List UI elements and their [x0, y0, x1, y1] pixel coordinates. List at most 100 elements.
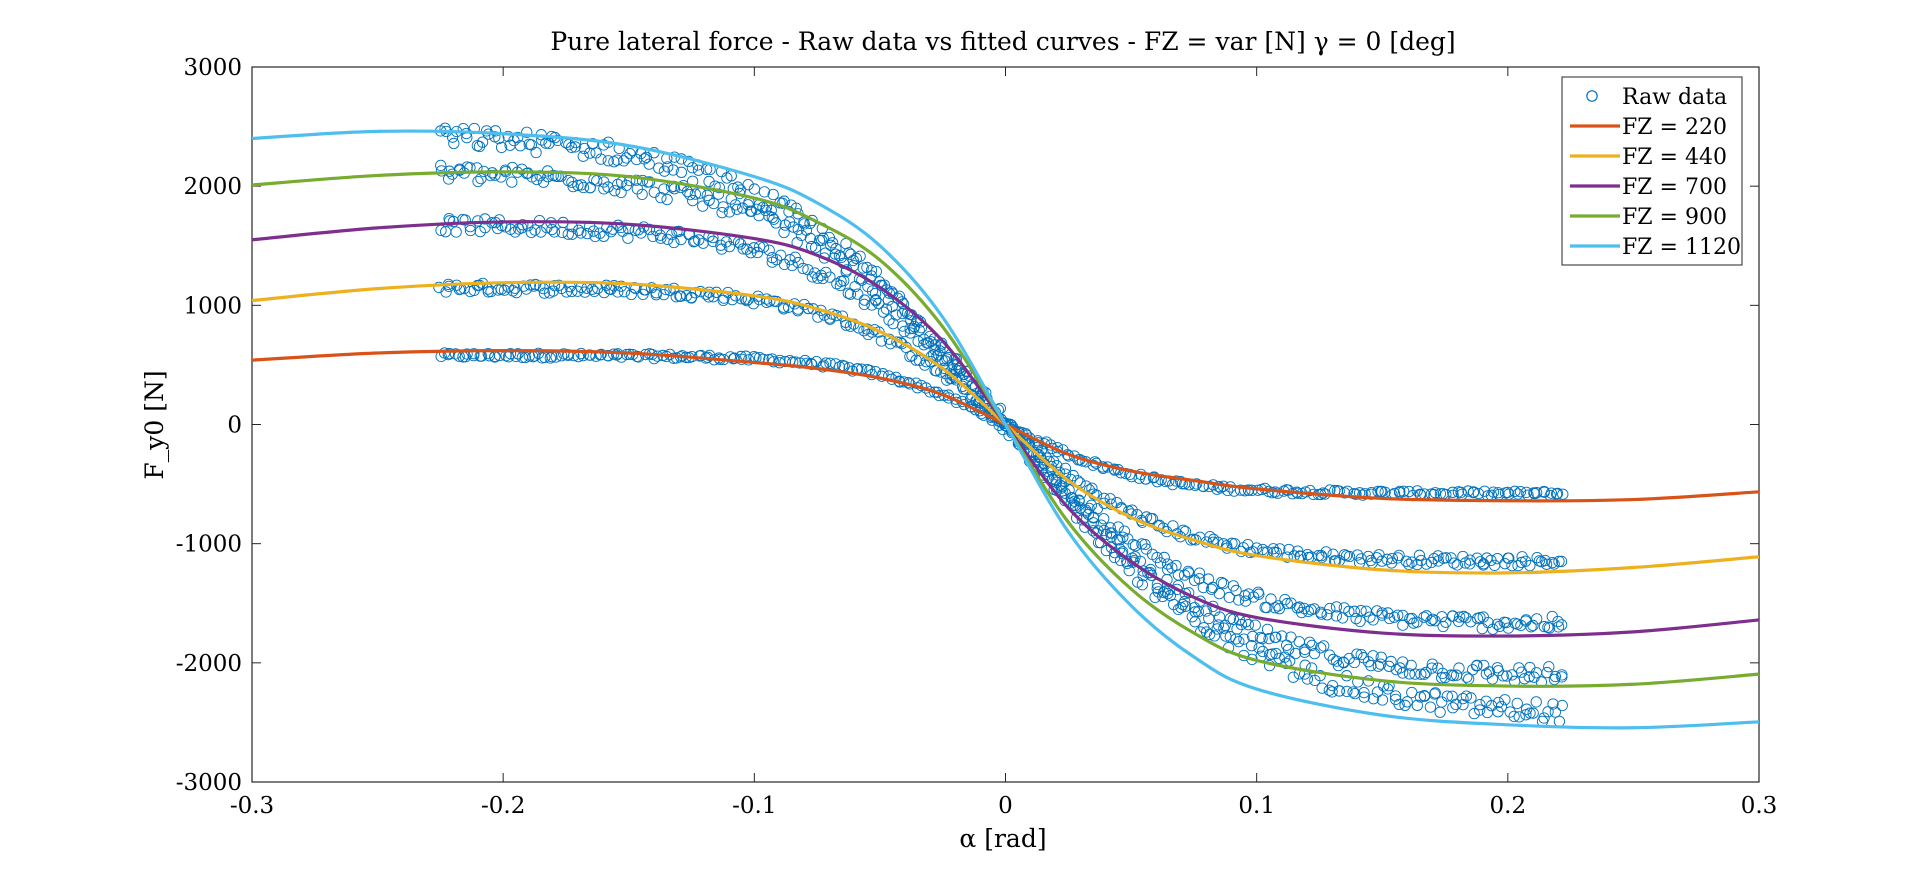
raw-data-point: [1549, 706, 1561, 718]
raw-data-point: [587, 225, 600, 237]
raw-data-point: [798, 218, 810, 230]
raw-data-point: [809, 242, 822, 254]
raw-data-point: [1487, 486, 1500, 498]
raw-data-point: [612, 286, 624, 298]
x-tick-label: 0.2: [1490, 793, 1527, 819]
raw-data-point: [689, 188, 702, 200]
raw-data-point: [1355, 649, 1367, 661]
raw-data-point: [566, 285, 578, 298]
raw-data-point: [1457, 550, 1469, 563]
raw-data-point: [777, 303, 790, 315]
raw-data-point: [883, 287, 896, 299]
raw-data-point: [1439, 671, 1451, 684]
raw-data-point: [1306, 662, 1318, 674]
raw-data-point: [1381, 553, 1393, 565]
raw-data-point: [1552, 615, 1564, 628]
raw-data-point: [1420, 558, 1433, 570]
raw-data-point: [743, 354, 755, 366]
raw-data-point: [1136, 579, 1148, 591]
x-axis-label: α [rad]: [959, 824, 1046, 853]
raw-data-point: [918, 339, 930, 351]
raw-data-point: [1127, 538, 1139, 551]
raw-data-point: [1306, 639, 1318, 652]
raw-data-point: [493, 214, 505, 226]
raw-data-point: [1267, 543, 1279, 555]
raw-data-point: [1467, 486, 1480, 499]
raw-data-point: [1313, 549, 1325, 562]
raw-data-point: [499, 164, 511, 176]
raw-data-point: [1492, 487, 1504, 499]
raw-data-point: [908, 320, 921, 333]
raw-data-point: [1403, 485, 1415, 498]
raw-data-point: [686, 162, 699, 174]
raw-data-point: [812, 311, 824, 323]
raw-data-point: [1504, 706, 1516, 718]
raw-data-point: [1314, 670, 1326, 682]
raw-data-point: [1367, 693, 1380, 705]
raw-data-point: [870, 265, 882, 278]
raw-data-point: [1383, 612, 1396, 625]
raw-data-point: [1555, 555, 1568, 568]
raw-data-point: [1234, 484, 1247, 496]
raw-data-point: [1031, 448, 1043, 461]
raw-data-point: [1365, 554, 1377, 567]
raw-data-point: [1261, 623, 1274, 636]
raw-data-point: [443, 280, 455, 293]
raw-data-point: [1069, 499, 1081, 512]
raw-data-point: [1509, 485, 1521, 497]
legend-box: [1561, 76, 1743, 266]
raw-data-point: [1465, 692, 1477, 704]
raw-data-point: [1514, 485, 1527, 498]
raw-data-point: [877, 306, 890, 318]
raw-data-point: [1386, 552, 1399, 565]
raw-data-point: [1374, 658, 1387, 670]
raw-data-point: [1468, 707, 1480, 720]
raw-data-point: [824, 271, 836, 283]
raw-data-point: [1354, 615, 1366, 628]
raw-data-point: [655, 232, 667, 244]
raw-data-point: [1371, 686, 1384, 698]
raw-data-point: [816, 234, 828, 247]
raw-data-point: [1499, 694, 1511, 706]
raw-data-point: [875, 335, 888, 347]
raw-data-point: [660, 283, 672, 296]
raw-data-point: [1364, 611, 1376, 623]
raw-data-point: [1447, 702, 1459, 714]
raw-data-point: [1341, 685, 1353, 698]
raw-data-point: [1276, 630, 1288, 642]
raw-data-point: [1355, 553, 1367, 565]
raw-data-point: [1392, 609, 1404, 621]
raw-data-point: [1357, 489, 1369, 501]
raw-data-point: [566, 228, 578, 240]
raw-data-point: [929, 339, 941, 351]
raw-data-point: [1266, 648, 1278, 660]
raw-data-point: [1399, 699, 1411, 711]
raw-data-point: [1158, 551, 1170, 564]
raw-data-point: [784, 254, 796, 266]
legend-marker-raw-data: [1586, 90, 1598, 102]
raw-data-point: [461, 348, 473, 360]
raw-data-point: [1293, 601, 1306, 613]
raw-data-point: [1467, 664, 1479, 676]
raw-data-point: [525, 226, 537, 239]
raw-data-point: [910, 377, 922, 389]
raw-data-point: [552, 134, 564, 147]
raw-data-point: [1453, 662, 1465, 674]
raw-data-point: [1213, 611, 1226, 623]
raw-data-point: [922, 337, 935, 349]
raw-data-point: [1424, 701, 1437, 713]
raw-data-point: [1441, 690, 1454, 702]
raw-data-point: [1362, 656, 1375, 668]
raw-data-point: [1053, 466, 1066, 479]
raw-data-point: [731, 203, 743, 215]
raw-data-point: [618, 155, 630, 167]
raw-data-point: [581, 227, 593, 240]
raw-data-point: [830, 242, 842, 255]
raw-data-point: [647, 230, 659, 243]
raw-data-point: [625, 288, 637, 301]
raw-data-point: [1478, 659, 1490, 672]
raw-data-point: [758, 186, 771, 198]
raw-data-point: [1326, 686, 1338, 698]
fitted-curve-line: [251, 129, 1760, 730]
raw-data-point: [824, 357, 836, 369]
